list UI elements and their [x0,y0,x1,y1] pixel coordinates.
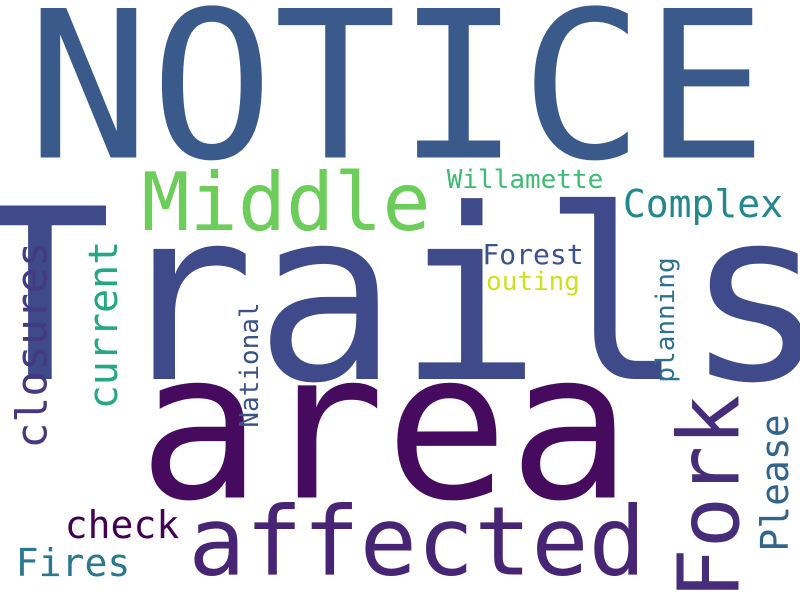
word-complex: Complex [622,182,784,226]
word-closures: closures [7,241,58,449]
word-national: National [235,302,265,428]
word-notice: NOTICE [26,0,768,207]
word-trails: Trails [0,159,800,436]
word-check: check [64,503,180,547]
word-please: Please [753,414,797,552]
word-middle: Middle [141,156,431,249]
word-forest: Forest [482,238,584,271]
word-area: area [138,308,632,547]
word-planning: planning [651,257,681,383]
word-willamette: Willamette [446,165,604,195]
word-fires: Fires [15,541,131,585]
word-fork: Fork [660,394,760,600]
word-affected: affected [188,487,646,598]
word-outing: outing [486,267,580,297]
word-current: current [81,240,127,410]
